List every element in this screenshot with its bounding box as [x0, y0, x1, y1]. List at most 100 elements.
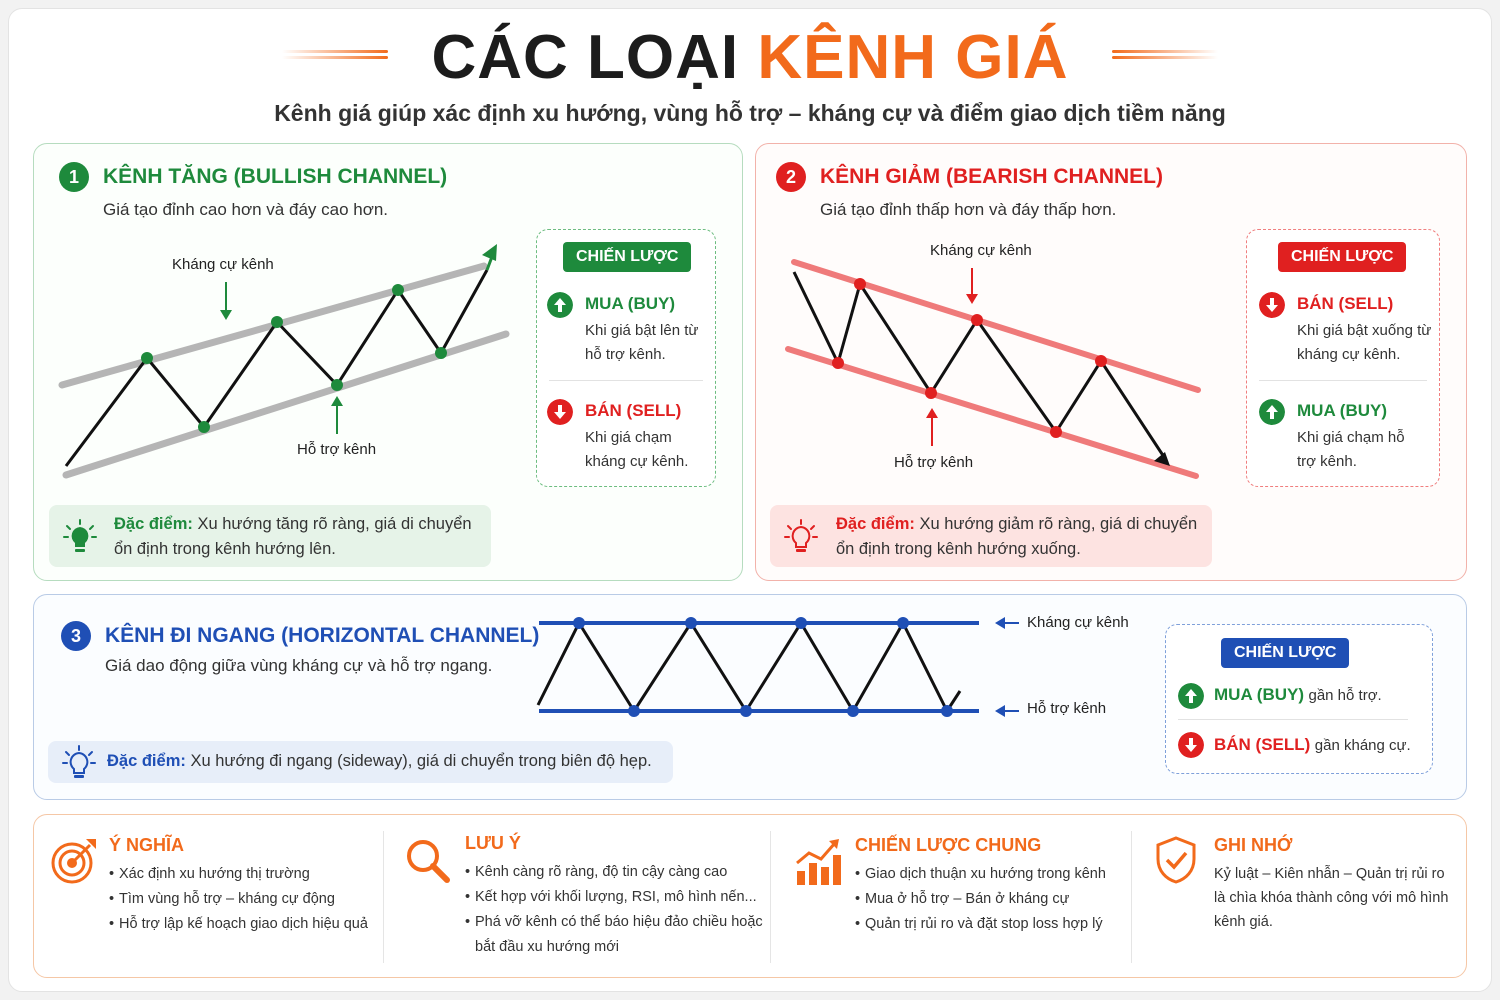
note-list: Kênh càng rõ ràng, độ tin cậy càng cao K…	[465, 860, 765, 960]
support-label: Hỗ trợ kênh	[894, 454, 974, 471]
magnifier-icon	[407, 840, 450, 883]
column-divider	[1131, 831, 1132, 963]
bar-chart-growth-icon	[796, 839, 841, 885]
support-label: Hỗ trợ kênh	[1027, 700, 1107, 717]
peak-point	[573, 617, 585, 629]
trough-point	[941, 705, 953, 717]
panel-number: 2	[776, 162, 806, 192]
title-decoration-left	[282, 50, 388, 64]
resistance-label: Kháng cự kênh	[172, 256, 274, 273]
meaning-title: Ý NGHĨA	[109, 835, 185, 855]
peak-point	[971, 314, 983, 326]
trough-point	[1050, 426, 1062, 438]
general-strategy-list: Giao dịch thuận xu hướng trong kênh Mua …	[855, 862, 1125, 937]
panel-description: Giá tạo đỉnh thấp hơn và đáy thấp hơn.	[820, 200, 1117, 219]
peak-point	[685, 617, 697, 629]
peak-point	[1095, 355, 1107, 367]
meaning-list: Xác định xu hướng thị trường Tìm vùng hỗ…	[109, 862, 379, 937]
bearish-channel-chart	[785, 259, 1201, 479]
divider	[1178, 719, 1408, 720]
strategy-badge: CHIẾN LƯỢC	[1278, 242, 1407, 272]
feature-box: Đặc điểm: Xu hướng tăng rõ ràng, giá di …	[49, 505, 491, 567]
strategy-item-text: Khi giá bật lên từ hỗ trợ kênh.	[585, 322, 699, 363]
bullish-channel-chart	[58, 244, 510, 479]
lightbulb-icon	[62, 745, 96, 778]
trough-point	[925, 387, 937, 399]
list-item: Kết hợp với khối lượng, RSI, mô hình nến…	[465, 885, 765, 910]
support-line	[785, 346, 1199, 479]
trough-point	[198, 421, 210, 433]
arrow-down-icon	[220, 310, 232, 320]
horizontal-panel: 3 KÊNH ĐI NGANG (HORIZONTAL CHANNEL) Giá…	[33, 594, 1467, 800]
arrow-up-icon	[331, 396, 343, 406]
feature-label: Đặc điểm:	[836, 515, 915, 533]
feature-text: Đặc điểm: Xu hướng đi ngang (sideway), g…	[107, 749, 667, 774]
shield-check-icon	[1156, 836, 1196, 884]
strategy-item-text: gần kháng cự.	[1314, 737, 1411, 754]
strategy-item-title: MUA (BUY)	[1214, 685, 1305, 704]
arrow-down-circle-icon	[547, 399, 573, 425]
divider	[549, 380, 703, 381]
trough-point	[740, 705, 752, 717]
list-item: Quản trị rủi ro và đặt stop loss hợp lý	[855, 912, 1125, 937]
feature-description: Xu hướng giảm rõ ràng, giá di chuyển ổn …	[836, 515, 1198, 558]
trend-arrow	[485, 253, 495, 271]
feature-label: Đặc điểm:	[107, 752, 186, 770]
strategy-item-text: Khi giá chạm kháng cự kênh.	[585, 429, 689, 470]
peak-point	[141, 352, 153, 364]
feature-box: Đặc điểm: Xu hướng đi ngang (sideway), g…	[48, 741, 673, 783]
feature-description: Xu hướng đi ngang (sideway), giá di chuy…	[190, 752, 652, 770]
general-strategy-title: CHIẾN LƯỢC CHUNG	[855, 835, 1042, 855]
peak-point	[854, 278, 866, 290]
list-item: Hỗ trợ lập kế hoạch giao dịch hiệu quả	[109, 912, 379, 937]
trough-point	[847, 705, 859, 717]
trough-point	[628, 705, 640, 717]
meaning-column: Ý NGHĨA Xác định xu hướng thị trường Tìm…	[34, 815, 384, 979]
strategy-item-text: Khi giá chạm hỗ trợ kênh.	[1297, 429, 1405, 470]
panel-description: Giá dao động giữa vùng kháng cự và hỗ tr…	[105, 656, 493, 675]
strategy-item-title: BÁN (SELL)	[585, 401, 682, 420]
list-item: Tìm vùng hỗ trợ – kháng cự động	[109, 887, 379, 912]
list-item: Xác định xu hướng thị trường	[109, 862, 379, 887]
strategy-item-title: MUA (BUY)	[1297, 401, 1388, 420]
column-divider	[770, 831, 771, 963]
list-item: Mua ở hỗ trợ – Bán ở kháng cự	[855, 887, 1125, 912]
title-decoration-right	[1112, 50, 1218, 64]
header: CÁC LOẠI KÊNH GIÁ	[0, 22, 1500, 94]
strategy-item-title: MUA (BUY)	[585, 294, 676, 313]
bearish-panel: 2 KÊNH GIẢM (BEARISH CHANNEL) Giá tạo đỉ…	[755, 143, 1467, 581]
summary-panel: Ý NGHĨA Xác định xu hướng thị trường Tìm…	[33, 814, 1467, 978]
strategy-badge: CHIẾN LƯỢC	[563, 242, 692, 272]
list-item: Kênh càng rõ ràng, độ tin cậy càng cao	[465, 860, 765, 885]
strategy-box: CHIẾN LƯỢC BÁN (SELL) Khi giá bật xuống …	[1246, 229, 1440, 487]
remember-text: Kỷ luật – Kiên nhẫn – Quản trị rủi ro là…	[1214, 866, 1449, 930]
divider	[1259, 380, 1427, 381]
strategy-item-title: BÁN (SELL)	[1214, 735, 1311, 754]
horizontal-channel-chart	[536, 617, 1019, 717]
strategy-item-text: gần hỗ trợ.	[1308, 687, 1382, 704]
lightbulb-icon	[63, 519, 97, 552]
price-line	[792, 271, 1168, 461]
lightbulb-icon	[784, 519, 818, 552]
feature-description: Xu hướng tăng rõ ràng, giá di chuyển ổn …	[114, 515, 472, 558]
column-divider	[383, 831, 384, 963]
peak-point	[392, 284, 404, 296]
panel-number: 1	[59, 162, 89, 192]
strategy-item: MUA (BUY) gần hỗ trợ.	[1214, 685, 1382, 705]
list-item: Phá vỡ kênh có thể báo hiệu đảo chiều ho…	[465, 910, 765, 960]
list-item: Giao dịch thuận xu hướng trong kênh	[855, 862, 1125, 887]
support-line	[62, 330, 510, 479]
price-line	[64, 269, 489, 467]
strategy-box: CHIẾN LƯỢC MUA (BUY) Khi giá bật lên từ …	[536, 229, 716, 487]
remember-title: GHI NHỚ	[1214, 835, 1293, 855]
title-part-2: KÊNH GIÁ	[757, 23, 1069, 92]
panel-title: KÊNH GIẢM (BEARISH CHANNEL)	[820, 165, 1163, 188]
note-column: LƯU Ý Kênh càng rõ ràng, độ tin cậy càng…	[384, 815, 769, 979]
feature-box: Đặc điểm: Xu hướng giảm rõ ràng, giá di …	[770, 505, 1212, 567]
panel-description: Giá tạo đỉnh cao hơn và đáy cao hơn.	[103, 200, 389, 219]
arrow-up-circle-icon	[1178, 683, 1204, 709]
trough-point	[832, 357, 844, 369]
target-icon	[51, 839, 96, 884]
trough-point	[331, 379, 343, 391]
feature-text: Đặc điểm: Xu hướng tăng rõ ràng, giá di …	[114, 512, 484, 562]
